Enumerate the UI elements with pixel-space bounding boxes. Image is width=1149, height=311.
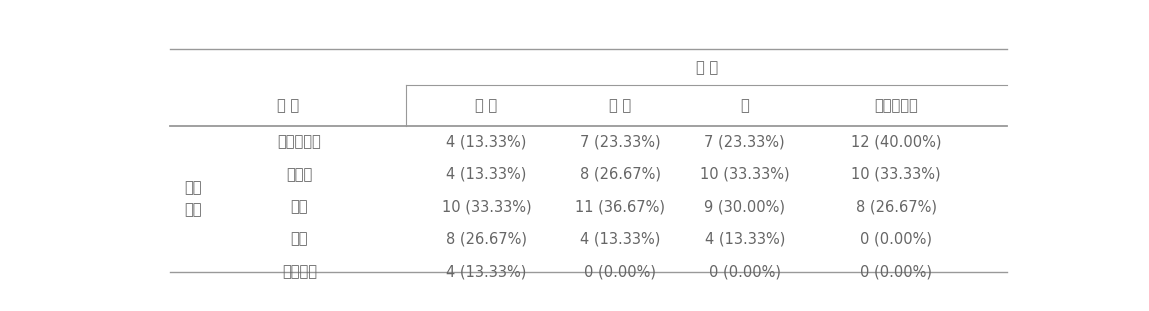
Text: 7 (23.33%): 7 (23.33%) [704,135,785,150]
Text: 메우좋다: 메우좋다 [282,264,317,280]
Text: 과립
제형: 과립 제형 [184,180,201,218]
Text: 맛: 맛 [740,98,749,113]
Text: 좋다: 좋다 [291,232,308,247]
Text: 8 (26.67%): 8 (26.67%) [856,199,936,214]
Text: 10 (33.33%): 10 (33.33%) [441,199,531,214]
Text: 성 상: 성 상 [476,98,498,113]
Text: 4 (13.33%): 4 (13.33%) [446,264,526,280]
Text: 0 (0.00%): 0 (0.00%) [861,264,932,280]
Text: 12 (40.00%): 12 (40.00%) [850,135,941,150]
Text: 9 (30.00%): 9 (30.00%) [704,199,785,214]
Text: 4 (13.33%): 4 (13.33%) [580,232,661,247]
Text: 별로다: 별로다 [286,167,313,182]
Text: 보통: 보통 [291,199,308,214]
Text: 구 분: 구 분 [277,98,300,113]
Text: 0 (0.00%): 0 (0.00%) [584,264,656,280]
Text: 7 (23.33%): 7 (23.33%) [580,135,661,150]
Text: 10 (33.33%): 10 (33.33%) [851,167,941,182]
Text: 복용후느낄: 복용후느낄 [874,98,918,113]
Text: 향 기: 향 기 [609,98,631,113]
Text: 10 (33.33%): 10 (33.33%) [700,167,789,182]
Text: 8 (26.67%): 8 (26.67%) [579,167,661,182]
Text: 0 (0.00%): 0 (0.00%) [861,232,932,247]
Text: 11 (36.67%): 11 (36.67%) [574,199,665,214]
Text: 0 (0.00%): 0 (0.00%) [709,264,780,280]
Text: 메우별로다: 메우별로다 [278,135,322,150]
Text: 4 (13.33%): 4 (13.33%) [704,232,785,247]
Text: 4 (13.33%): 4 (13.33%) [446,167,526,182]
Text: 8 (26.67%): 8 (26.67%) [446,232,527,247]
Text: 4 (13.33%): 4 (13.33%) [446,135,526,150]
Text: 특 징: 특 징 [696,60,718,75]
